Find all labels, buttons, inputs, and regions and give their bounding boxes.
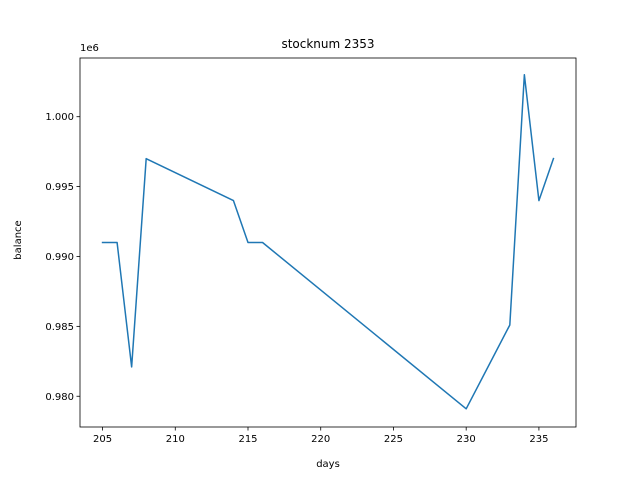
y-tick-label: 0.980	[45, 392, 74, 403]
x-tick-label: 220	[311, 434, 330, 445]
x-tick-label: 215	[238, 434, 257, 445]
x-tick-label: 210	[166, 434, 185, 445]
x-axis-label: days	[316, 459, 340, 470]
x-tick-label: 225	[384, 434, 403, 445]
chart-title: stocknum 2353	[281, 37, 374, 51]
x-tick-label: 235	[529, 434, 548, 445]
axes-frame	[79, 57, 577, 428]
series-line-0	[101, 74, 555, 410]
y-offset-text: 1e6	[80, 43, 99, 54]
y-tick-label: 0.990	[45, 252, 74, 263]
y-tick-label: 0.985	[45, 322, 74, 333]
y-tick-label: 0.995	[45, 182, 74, 193]
x-tick-label: 230	[457, 434, 476, 445]
plot-area: 205 210 215 220 225 230 235 0.980 0.985 0.990 0.99…	[45, 57, 577, 445]
y-tick-label: 1.000	[45, 112, 74, 123]
x-tick-label: 205	[93, 434, 112, 445]
y-axis-label: balance	[13, 220, 24, 259]
